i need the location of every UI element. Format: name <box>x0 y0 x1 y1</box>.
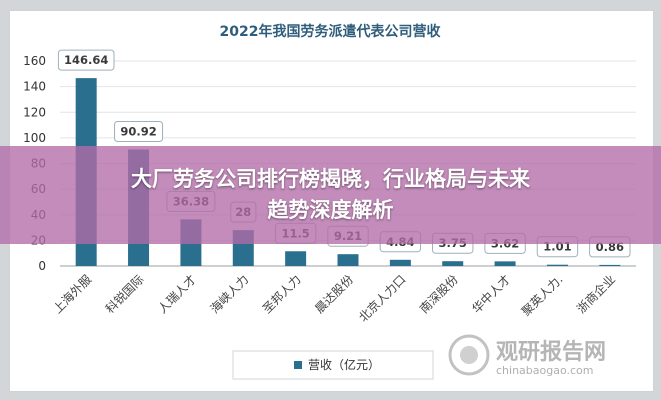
bar <box>285 251 307 266</box>
data-label: 90.92 <box>120 125 156 139</box>
chart-title: 2022年我国劳务派遣代表公司营收 <box>220 23 442 40</box>
bar <box>546 264 568 266</box>
y-tick-label: 160 <box>23 54 46 68</box>
watermark-url: chinabaogao.com <box>496 364 594 377</box>
bar <box>442 261 464 266</box>
data-label-box <box>114 121 164 143</box>
watermark-logo-icon <box>448 334 490 376</box>
x-tick-label: 晨达股份 <box>312 272 356 316</box>
y-tick-label: 120 <box>23 105 46 119</box>
bar <box>599 264 621 266</box>
x-tick-label: 浙商企业 <box>573 272 618 317</box>
legend-swatch <box>294 361 302 369</box>
legend-label: 营收（亿元） <box>308 357 380 372</box>
x-tick-label: 华中人才 <box>469 272 514 317</box>
headline-line-2: 趋势深度解析 <box>267 198 394 222</box>
watermark: 观研报告网 chinabaogao.com <box>446 330 646 386</box>
x-tick-label: 人瑞人才 <box>155 272 199 316</box>
x-tick-label: 南深股份 <box>416 272 461 317</box>
bar <box>494 261 516 266</box>
headline-banner: 大厂劳务公司排行榜揭晓，行业格局与未来 趋势深度解析 <box>0 146 661 244</box>
data-label-box <box>57 49 115 71</box>
legend-box <box>232 350 434 380</box>
x-tick-label: 圣邦人力 <box>260 272 304 316</box>
x-tick-label: 科锐国际 <box>103 272 147 316</box>
x-tick-label: 聚英人力. <box>519 272 566 319</box>
bar <box>389 259 411 266</box>
bar <box>337 254 359 266</box>
x-tick-label: 海峡人力 <box>207 272 252 317</box>
y-tick-label: 100 <box>23 131 46 145</box>
y-tick-label: 0 <box>38 259 46 273</box>
y-tick-label: 140 <box>23 80 46 94</box>
headline-line-1: 大厂劳务公司排行榜揭晓，行业格局与未来 <box>131 167 530 191</box>
watermark-name: 观研报告网 <box>496 340 607 365</box>
data-label: 146.64 <box>64 53 108 67</box>
x-tick-label: 北京人力口 <box>356 272 408 324</box>
x-tick-label: 上海外服 <box>50 272 95 317</box>
